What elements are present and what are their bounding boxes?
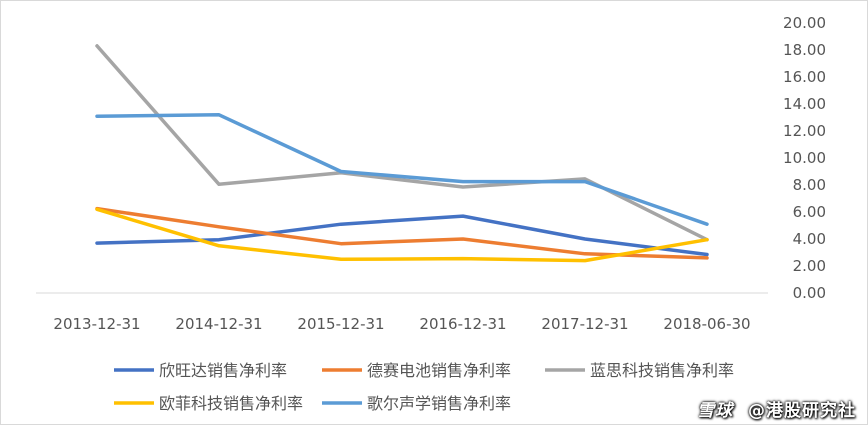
series-line-4 — [95, 207, 709, 263]
y-tick-label: 8.00 — [793, 176, 826, 194]
y-tick-label: 18.00 — [783, 41, 826, 59]
series-line-2 — [95, 206, 709, 260]
x-tick-label: 2013-12-31 — [53, 315, 140, 333]
legend-label-5: 歌尔声学销售净利率 — [367, 394, 511, 413]
watermark-logo: 雪球 — [697, 401, 734, 421]
y-tick-label: 4.00 — [793, 230, 826, 248]
y-axis-ticks: 0.00 2.00 4.00 6.00 8.00 10.00 12.00 14.00 16.00… — [783, 14, 826, 302]
y-tick-label: 6.00 — [793, 203, 826, 221]
legend-label-3: 蓝思科技销售净利率 — [590, 361, 734, 380]
series-lines — [95, 44, 709, 263]
x-tick-label: 2014-12-31 — [175, 315, 262, 333]
y-tick-label: 16.00 — [783, 68, 826, 86]
x-tick-label: 2015-12-31 — [297, 315, 384, 333]
y-tick-label: 0.00 — [793, 284, 826, 302]
x-tick-label: 2017-12-31 — [541, 315, 628, 333]
legend-label-2: 德赛电池销售净利率 — [367, 361, 511, 380]
x-tick-label: 2016-12-31 — [419, 315, 506, 333]
legend-label-1: 欣旺达销售净利率 — [159, 361, 287, 380]
y-tick-label: 20.00 — [783, 14, 826, 32]
legend-label-4: 欧菲科技销售净利率 — [159, 394, 303, 413]
series-line-5 — [95, 113, 709, 226]
y-tick-label: 2.00 — [793, 257, 826, 275]
y-tick-label: 10.00 — [783, 149, 826, 167]
x-axis-ticks: 2013-12-31 2014-12-31 2015-12-31 2016-12-31… — [53, 315, 750, 333]
y-tick-label: 12.00 — [783, 122, 826, 140]
watermark: 雪球 @港股研究社 — [697, 396, 856, 421]
watermark-account: @港股研究社 — [748, 401, 856, 421]
x-tick-label: 2018-06-30 — [663, 315, 750, 333]
y-tick-label: 14.00 — [783, 95, 826, 113]
